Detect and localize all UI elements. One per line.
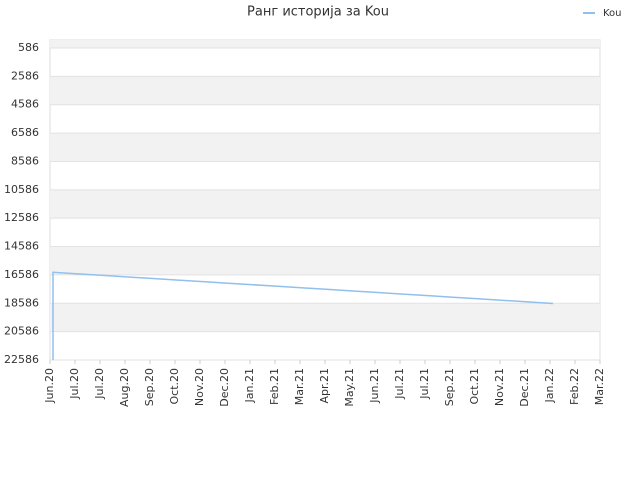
x-tick-label: Mar.22 [593,368,606,405]
x-tick-label: Feb.22 [568,368,581,405]
y-tick-label: 18586 [4,296,39,309]
x-tick-label: Jul.20 [93,368,106,400]
y-tick-label: 14586 [4,240,39,253]
x-tick-label: Apr.21 [318,368,331,404]
y-tick-label: 4586 [11,98,39,111]
grid-band [50,303,600,332]
grid-band [50,40,600,48]
x-tick-label: Dec.21 [518,368,531,407]
x-tick-label: Jul.21 [418,368,431,400]
x-tick-label: Feb.21 [268,368,281,405]
y-tick-label: 16586 [4,268,39,281]
x-tick-label: Jun.21 [368,368,381,404]
y-tick-label: 6586 [11,126,39,139]
grid-band [50,189,600,219]
y-tick-label: 8586 [11,154,39,167]
series-line [52,271,554,360]
x-tick-label: Jan.22 [543,368,556,403]
grid-band [50,246,600,275]
y-tick-label: 22586 [4,353,39,366]
grid-band [50,133,600,162]
x-tick-label: Sep.20 [143,368,156,406]
x-tick-label: May.21 [343,368,356,407]
chart-title: Ранг историја за Kou [247,5,389,20]
x-tick-label: Nov.21 [493,368,506,406]
x-tick-label: Sep.21 [443,368,456,406]
y-tick-label: 12586 [4,211,39,224]
x-tick-label: Jul.21 [393,368,406,400]
x-tick-label: Aug.20 [118,368,131,407]
y-tick-label: 2586 [11,69,39,82]
x-tick-label: Oct.21 [468,368,481,405]
x-tick-label: Jun.20 [43,368,56,404]
x-tick-label: Dec.20 [218,368,231,407]
x-tick-label: Nov.20 [193,368,206,406]
grid-band [50,76,600,105]
x-tick-label: Jul.20 [68,368,81,400]
x-tick-label: Mar.21 [293,368,306,405]
x-tick-label: Jan.21 [243,368,256,403]
x-tick-label: Oct.20 [168,368,181,405]
y-tick-label: 20586 [4,325,39,338]
legend-label: Kou [603,8,622,19]
y-tick-label: 586 [18,41,39,54]
y-tick-label: 10586 [4,183,39,196]
